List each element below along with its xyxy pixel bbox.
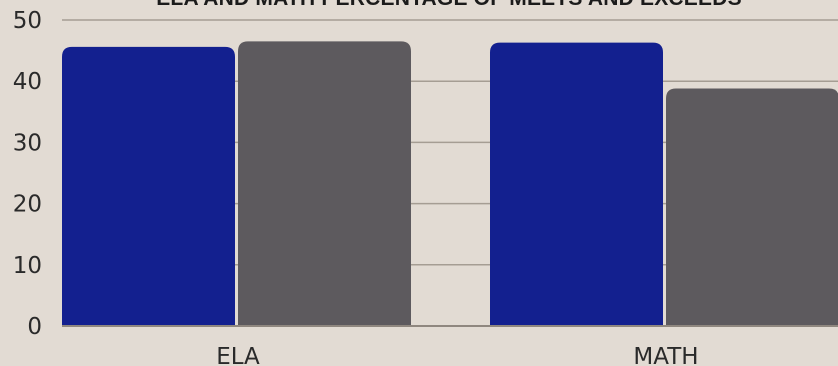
y-tick-label: 10 bbox=[13, 253, 42, 279]
y-tick-label: 0 bbox=[27, 314, 42, 340]
bar-ela-series-2 bbox=[238, 41, 411, 327]
x-category-label: ELA bbox=[216, 344, 260, 366]
x-category-label: MATH bbox=[633, 344, 698, 366]
bar-ela-series-1 bbox=[62, 46, 235, 326]
bar-math-series-1 bbox=[490, 42, 663, 326]
y-tick-label: 20 bbox=[13, 192, 42, 218]
chart-title: ELA AND MATH PERCENTAGE OF MEETS AND EXC… bbox=[0, 0, 838, 11]
y-tick-label: 40 bbox=[13, 69, 42, 95]
bar-math-series-2 bbox=[666, 88, 838, 326]
y-tick-label: 50 bbox=[13, 8, 42, 34]
y-tick-label: 30 bbox=[13, 130, 42, 156]
